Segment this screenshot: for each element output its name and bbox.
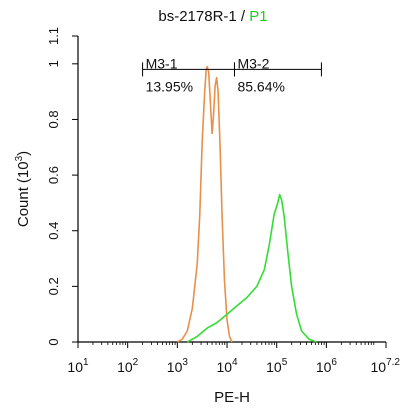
x-tick-label: 103 — [167, 357, 189, 375]
x-tick-base: 10 — [266, 359, 282, 375]
x-tick-exponent: 6 — [331, 357, 337, 368]
chart-title-highlight: P1 — [249, 8, 267, 25]
y-axis-label-main: Count — [15, 186, 32, 227]
gate-percent-label: 13.95% — [146, 78, 193, 94]
x-axis-label: PE-H — [214, 389, 250, 406]
x-tick-label: 105 — [266, 357, 288, 375]
x-tick-label: 101 — [67, 357, 89, 375]
x-tick-exponent: 3 — [182, 357, 188, 368]
y-tick-label: 0.4 — [46, 222, 61, 240]
x-tick-base: 10 — [371, 359, 387, 375]
x-tick-base: 10 — [167, 359, 183, 375]
chart-title: bs-2178R-1 / P1 — [158, 8, 267, 25]
histogram-series — [177, 65, 317, 343]
histogram-line — [186, 193, 317, 343]
chart-title-prefix: bs-2178R-1 / — [158, 8, 249, 25]
y-axis-ticks: 0 0.2 0.4 0.6 0.8 1 1.1 — [46, 27, 78, 346]
gate-markers: M3-1 13.95% M3-2 85.64% — [142, 55, 322, 94]
x-tick-base: 10 — [67, 359, 83, 375]
y-tick-label: 1.1 — [46, 27, 61, 45]
y-axis-label-paren-close: ) — [15, 151, 32, 156]
y-tick-label: 0.8 — [46, 110, 61, 128]
y-axis-label-exponent: 3 — [14, 155, 25, 161]
y-axis-label-paren-open: (10 — [15, 161, 32, 183]
histogram-line — [177, 65, 233, 343]
gate-percent-label: 85.64% — [237, 78, 284, 94]
x-tick-exponent: 5 — [282, 357, 288, 368]
x-tick-label: 106 — [316, 357, 338, 375]
x-tick-exponent: 7.2 — [386, 357, 400, 368]
gate-name-label: M3-2 — [237, 55, 269, 71]
gate-name-label: M3-1 — [146, 55, 178, 71]
y-tick-label: 0.6 — [46, 166, 61, 184]
y-tick-label: 0 — [46, 338, 61, 345]
x-axis-ticks: 101 102 103 104 105 106 107.2 — [67, 342, 400, 375]
x-tick-label: 104 — [216, 357, 238, 375]
x-tick-label: 102 — [117, 357, 139, 375]
x-tick-base: 10 — [316, 359, 332, 375]
x-tick-exponent: 4 — [232, 357, 238, 368]
x-tick-base: 10 — [216, 359, 232, 375]
x-tick-exponent: 2 — [133, 357, 139, 368]
y-tick-label: 0.2 — [46, 277, 61, 295]
y-tick-label: 1 — [46, 60, 61, 67]
x-tick-label: 107.2 — [371, 357, 400, 375]
x-tick-base: 10 — [117, 359, 133, 375]
y-axis-label: Count (103) — [14, 151, 32, 227]
x-tick-exponent: 1 — [83, 357, 89, 368]
